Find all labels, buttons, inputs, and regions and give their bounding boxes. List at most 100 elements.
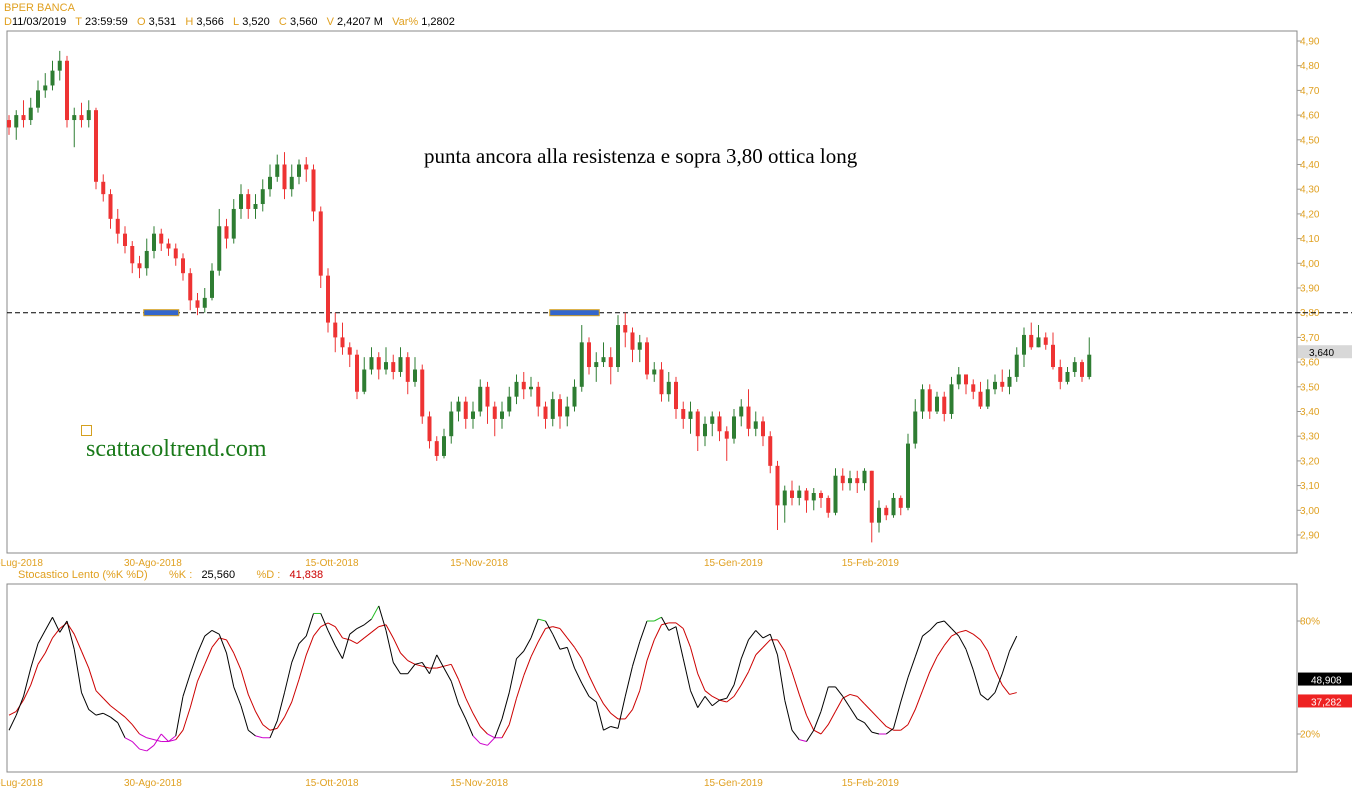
stochastic-d-line-segment	[189, 681, 198, 708]
stochastic-k-line-segment	[349, 628, 358, 635]
stochastic-k-line-segment	[530, 618, 539, 639]
candle-body	[115, 218, 120, 234]
candle-body	[819, 493, 823, 498]
candle-body	[130, 246, 135, 264]
stochastic-k-line-segment	[37, 630, 46, 644]
stochastic-k-line-segment	[160, 733, 169, 742]
candle-body	[217, 226, 222, 271]
d-label: %D :	[256, 569, 281, 581]
stochastic-k-line-segment	[552, 633, 561, 650]
stochastic-d-line-segment	[639, 660, 648, 691]
stochastic-k-line-segment	[371, 605, 380, 620]
stochastic-d-line-segment	[784, 650, 793, 673]
candle-body	[710, 416, 715, 424]
stochastic-k-line-segment	[965, 649, 974, 671]
candle-body	[681, 409, 686, 419]
stochastic-k-line-segment	[857, 718, 865, 724]
stochastic-d-line-segment	[320, 622, 329, 628]
info-key-var: Var%	[392, 16, 419, 28]
stochastic-k-line-segment	[929, 622, 938, 631]
candle-body	[695, 411, 700, 437]
stochastic-d-line-segment	[922, 671, 931, 691]
stochastic-d-line-segment	[581, 658, 590, 676]
stochastic-d-line-segment	[704, 690, 713, 697]
candle-body	[833, 475, 838, 513]
candle-body	[304, 164, 309, 170]
stochastic-k-line-segment	[987, 692, 996, 701]
price-y-tick-label: 3,80	[1300, 308, 1320, 319]
price-y-tick-label: 3,50	[1300, 382, 1320, 393]
price-y-tick-label: 4,80	[1300, 61, 1320, 72]
candle-body	[543, 406, 548, 419]
k-value: 25,560	[201, 569, 236, 581]
stochastic-k-line-segment	[748, 630, 757, 641]
candle-body	[398, 357, 403, 372]
stochastic-d-line-segment	[929, 656, 938, 673]
stochastic-d-line-segment	[987, 650, 996, 671]
stochastic-k-line-segment	[893, 701, 902, 729]
stochastic-d-line-segment	[907, 709, 916, 725]
candle-body	[550, 399, 555, 419]
info-key-high: H	[185, 16, 194, 28]
candle-body	[790, 490, 794, 498]
stochastic-k-line-segment	[66, 620, 75, 650]
stochastic-k-line-segment	[494, 718, 503, 738]
stochastic-k-line-segment	[269, 720, 278, 738]
stochastic-k-line-segment	[480, 742, 488, 746]
stochastic-d-line-segment	[755, 647, 764, 656]
price-y-tick-label: 3,40	[1300, 407, 1320, 418]
stochastic-k-line-segment	[1001, 650, 1010, 674]
price-y-tick-label: 4,90	[1300, 37, 1320, 48]
stochastic-d-line-segment	[610, 712, 619, 720]
candle-body	[137, 263, 142, 269]
stochastic-d-line-segment	[110, 705, 119, 712]
stochastic-k-line-segment	[298, 635, 307, 644]
candle-body	[275, 164, 280, 177]
candle-body	[282, 164, 287, 190]
stochastic-k-line-segment	[777, 654, 786, 701]
stochastic-k-line-segment	[472, 735, 481, 744]
stochastic-d-line-segment	[856, 695, 865, 705]
stochastic-k-line-segment	[153, 733, 162, 746]
stochastic-d-line-segment	[247, 694, 256, 712]
stochastic-k-line-segment	[508, 658, 517, 693]
stochastic-k-line-segment	[407, 664, 416, 675]
stochastic-d-line-segment	[501, 724, 510, 739]
candle-body	[427, 416, 432, 442]
stochastic-y-tick-label: 20%	[1300, 730, 1320, 741]
candle-body	[202, 297, 207, 308]
candle-body	[268, 176, 272, 190]
stochastic-d-line-segment	[806, 714, 815, 731]
info-open: 3,531	[148, 16, 177, 28]
stochastic-d-line-segment	[900, 724, 909, 731]
stochastic-d-line-segment	[965, 629, 974, 635]
stochastic-d-line-segment	[733, 684, 742, 697]
candle-body	[289, 176, 294, 190]
candle-body	[326, 275, 330, 323]
stochastic-k-line-segment	[980, 694, 989, 701]
stochastic-d-line-segment	[595, 690, 604, 705]
stochastic-k-line-segment	[501, 692, 510, 720]
price-y-tick-label: 2,90	[1300, 531, 1320, 542]
candle-body	[688, 411, 693, 419]
candle-body	[72, 115, 77, 121]
candle-body	[1058, 367, 1063, 382]
stochastic-d-line-segment	[298, 654, 307, 680]
stochastic-x-tick-label: 30-Lug-2018	[0, 778, 43, 789]
candle-body	[768, 436, 773, 466]
stochastic-k-line-segment	[131, 741, 140, 750]
candle-body	[913, 411, 918, 444]
stochastic-d-line-segment	[871, 711, 880, 720]
candle-body	[231, 208, 236, 239]
candle-body	[579, 342, 584, 387]
stochastic-d-line-segment	[204, 647, 213, 665]
stochastic-d-line-segment	[719, 699, 727, 703]
candle-body	[884, 507, 889, 516]
candle-body	[971, 384, 976, 392]
stochastic-k-line-segment	[762, 633, 771, 639]
stochastic-k-line-segment	[799, 739, 807, 743]
candle-body	[318, 211, 323, 276]
candle-body	[101, 181, 106, 195]
stochastic-d-line-segment	[291, 679, 300, 703]
stochastic-d-line-segment	[777, 639, 786, 652]
